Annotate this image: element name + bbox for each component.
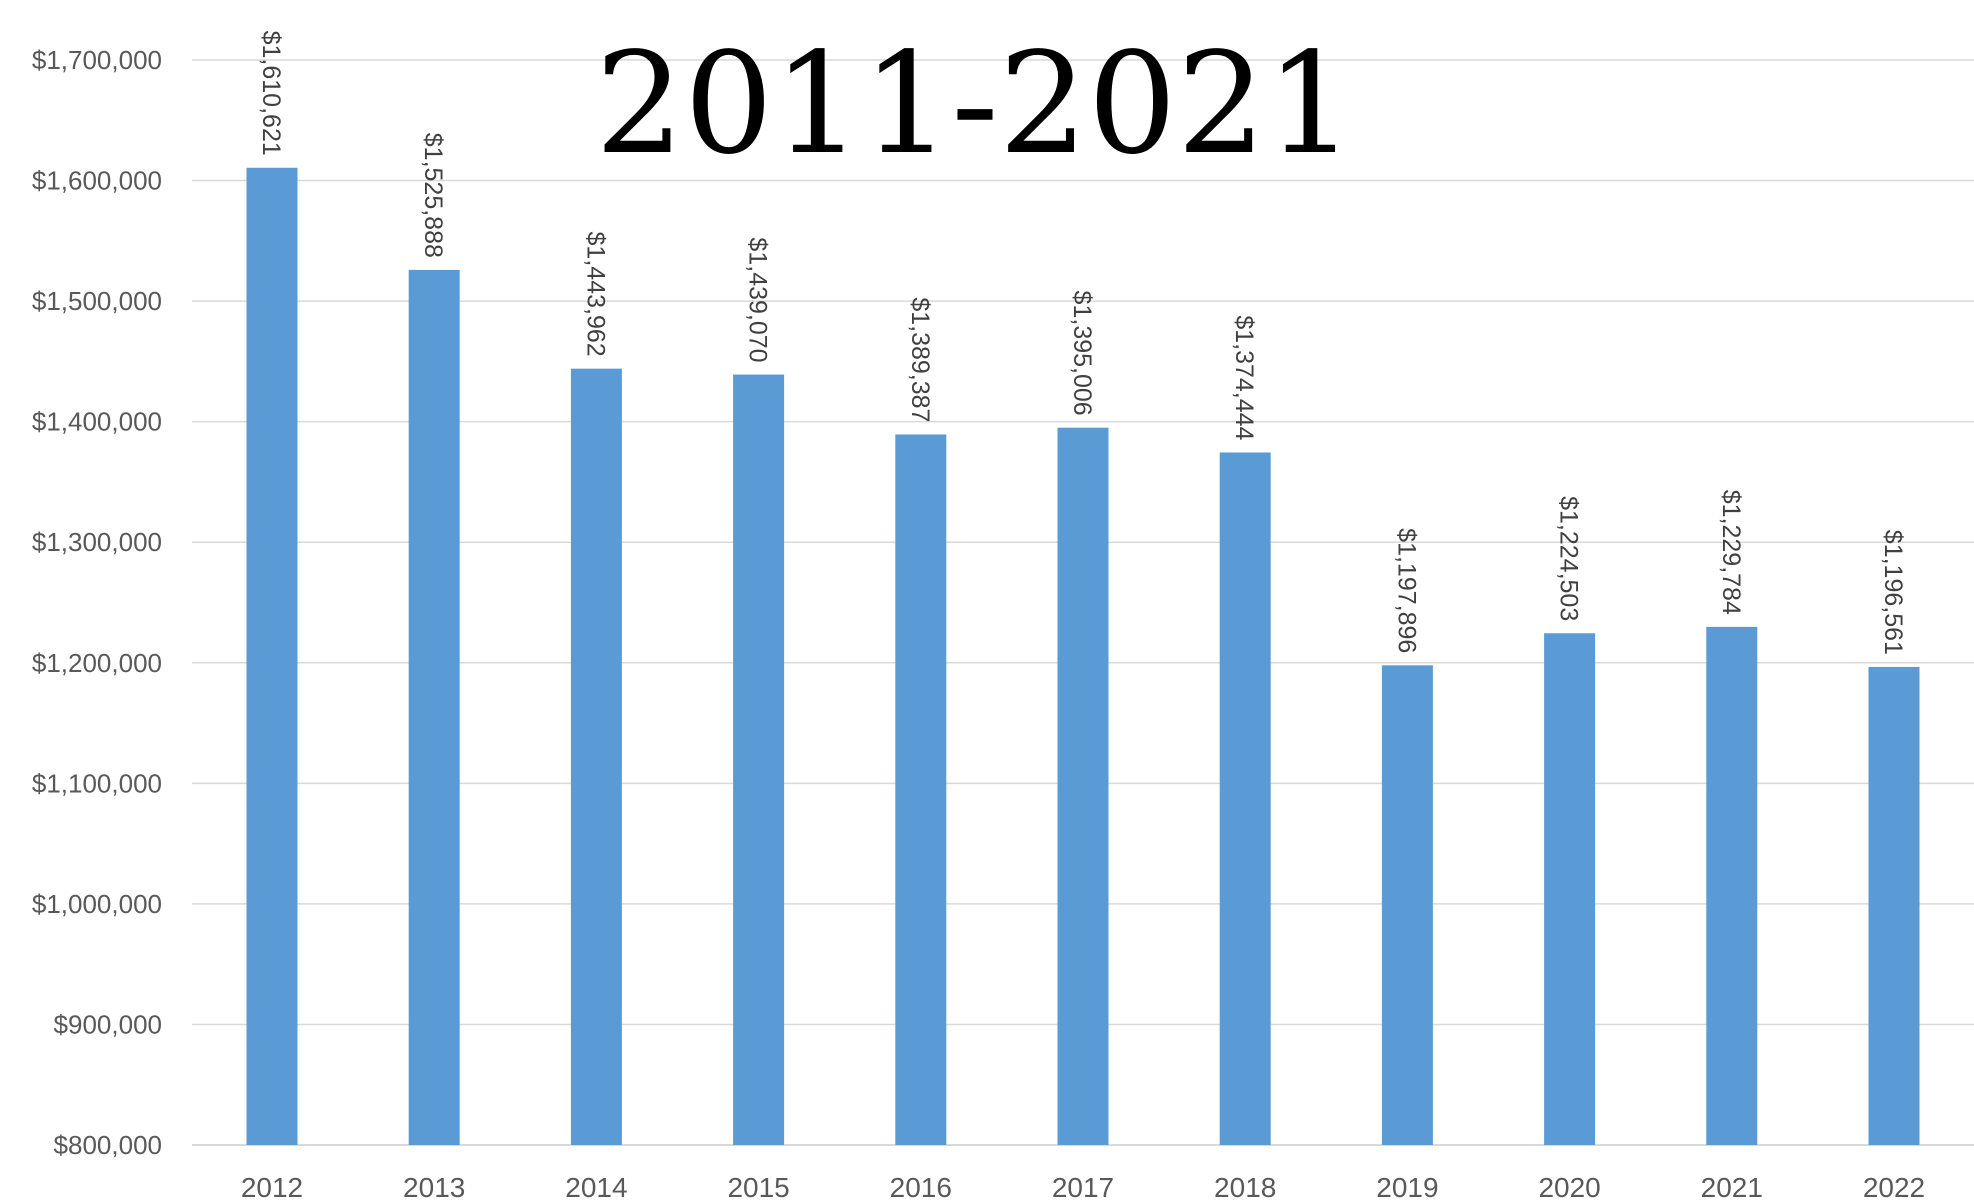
x-tick-label: 2016 [890, 1172, 952, 1201]
chart-title: 2011-2021 [595, 23, 1355, 186]
data-label: $1,389,387 [906, 297, 934, 422]
bar [246, 167, 298, 1145]
data-label: $1,395,006 [1068, 291, 1096, 416]
data-label: $1,525,888 [419, 133, 447, 258]
y-tick-label: $1,400,000 [32, 407, 162, 437]
x-tick-label: 2017 [1052, 1172, 1114, 1201]
bars [246, 167, 1920, 1145]
bar [408, 269, 460, 1145]
y-tick-label: $800,000 [54, 1130, 162, 1160]
y-tick-label: $1,600,000 [32, 166, 162, 196]
x-tick-label: 2022 [1863, 1172, 1925, 1201]
data-label: $1,196,561 [1879, 530, 1907, 655]
x-tick-label: 2012 [241, 1172, 303, 1201]
data-labels: $1,610,621 $1,525,888 $1,443,962 $1,439,070… [257, 31, 1907, 655]
data-label: $1,374,444 [1230, 315, 1258, 440]
y-tick-label: $1,500,000 [32, 286, 162, 316]
y-tick-label: $1,200,000 [32, 648, 162, 678]
x-tick-label: 2015 [727, 1172, 789, 1201]
bar [1381, 665, 1433, 1145]
y-tick-label: $1,700,000 [32, 45, 162, 75]
bar [570, 368, 622, 1145]
bar [1868, 666, 1920, 1145]
bar [1057, 427, 1109, 1145]
x-axis: 2012 2013 2014 2015 2016 2017 2018 2019 2020 2021… [241, 1172, 1925, 1201]
bar [1219, 452, 1271, 1145]
data-label: $1,224,503 [1555, 496, 1583, 621]
data-label: $1,610,621 [257, 31, 285, 156]
data-label: $1,229,784 [1717, 490, 1745, 615]
x-tick-label: 2014 [565, 1172, 627, 1201]
y-tick-label: $1,100,000 [32, 768, 162, 798]
bar [733, 374, 785, 1145]
data-label: $1,197,896 [1392, 528, 1420, 653]
y-axis: $800,000 $900,000 $1,000,000 $1,100,000 $1,2… [32, 45, 162, 1160]
y-tick-label: $1,000,000 [32, 889, 162, 919]
y-tick-label: $1,300,000 [32, 527, 162, 557]
y-tick-label: $900,000 [54, 1009, 162, 1039]
x-tick-label: 2019 [1376, 1172, 1438, 1201]
bar [895, 434, 947, 1145]
x-tick-label: 2018 [1214, 1172, 1276, 1201]
bar [1706, 626, 1758, 1145]
data-label: $1,439,070 [744, 237, 772, 362]
x-tick-label: 2021 [1701, 1172, 1763, 1201]
data-label: $1,443,962 [581, 232, 609, 357]
x-tick-label: 2020 [1538, 1172, 1600, 1201]
x-tick-label: 2013 [403, 1172, 465, 1201]
bar [1544, 633, 1596, 1145]
